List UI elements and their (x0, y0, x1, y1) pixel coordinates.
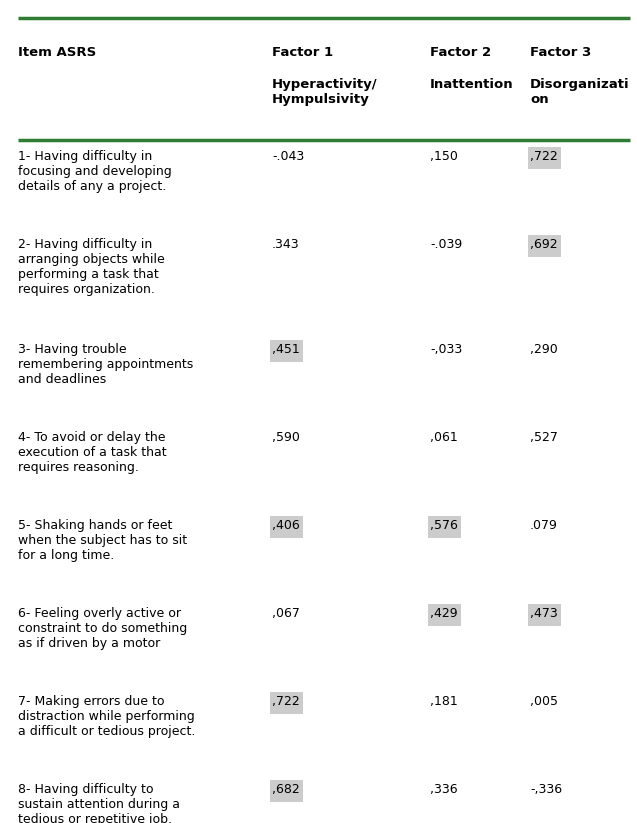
Text: ,682: ,682 (272, 783, 300, 796)
Text: .079: .079 (530, 519, 558, 532)
FancyBboxPatch shape (428, 516, 461, 538)
Text: 2- Having difficulty in
arranging objects while
performing a task that
requires : 2- Having difficulty in arranging object… (18, 238, 165, 296)
Text: ,473: ,473 (530, 607, 558, 620)
Text: ,150: ,150 (430, 150, 458, 163)
Text: ,067: ,067 (272, 607, 300, 620)
Text: .343: .343 (272, 238, 299, 251)
Text: Factor 1: Factor 1 (272, 46, 333, 59)
Text: 4- To avoid or delay the
execution of a task that
requires reasoning.: 4- To avoid or delay the execution of a … (18, 431, 167, 474)
Text: 7- Making errors due to
distraction while performing
a difficult or tedious proj: 7- Making errors due to distraction whil… (18, 695, 196, 738)
Text: ,590: ,590 (272, 431, 300, 444)
Text: ,290: ,290 (530, 343, 558, 356)
Text: ,005: ,005 (530, 695, 558, 708)
Text: Hyperactivity/
Hympulsivity: Hyperactivity/ Hympulsivity (272, 78, 378, 106)
Text: -.039: -.039 (430, 238, 462, 251)
Text: -,033: -,033 (430, 343, 462, 356)
Text: ,336: ,336 (430, 783, 457, 796)
Text: 5- Shaking hands or feet
when the subject has to sit
for a long time.: 5- Shaking hands or feet when the subjec… (18, 519, 187, 562)
FancyBboxPatch shape (428, 604, 461, 626)
Text: 1- Having difficulty in
focusing and developing
details of any a project.: 1- Having difficulty in focusing and dev… (18, 150, 172, 193)
FancyBboxPatch shape (270, 692, 303, 714)
Text: Item ASRS: Item ASRS (18, 46, 96, 59)
Text: ,722: ,722 (530, 150, 558, 163)
FancyBboxPatch shape (270, 516, 303, 538)
FancyBboxPatch shape (528, 604, 561, 626)
Text: ,406: ,406 (272, 519, 300, 532)
Text: -,336: -,336 (530, 783, 562, 796)
Text: 3- Having trouble
remembering appointments
and deadlines: 3- Having trouble remembering appointmen… (18, 343, 193, 386)
Text: Factor 2: Factor 2 (430, 46, 491, 59)
Text: Inattention: Inattention (430, 78, 513, 91)
Text: 6- Feeling overly active or
constraint to do something
as if driven by a motor: 6- Feeling overly active or constraint t… (18, 607, 187, 650)
Text: ,181: ,181 (430, 695, 458, 708)
Text: ,576: ,576 (430, 519, 458, 532)
Text: ,527: ,527 (530, 431, 558, 444)
Text: Disorganizati
on: Disorganizati on (530, 78, 629, 106)
Text: ,692: ,692 (530, 238, 557, 251)
Text: ,061: ,061 (430, 431, 458, 444)
FancyBboxPatch shape (270, 780, 303, 802)
Text: ,451: ,451 (272, 343, 300, 356)
Text: Factor 3: Factor 3 (530, 46, 591, 59)
Text: ,429: ,429 (430, 607, 457, 620)
Text: ,722: ,722 (272, 695, 300, 708)
FancyBboxPatch shape (270, 340, 303, 362)
Text: -.043: -.043 (272, 150, 304, 163)
FancyBboxPatch shape (528, 235, 561, 257)
FancyBboxPatch shape (528, 147, 561, 169)
Text: 8- Having difficulty to
sustain attention during a
tedious or repetitive job.: 8- Having difficulty to sustain attentio… (18, 783, 180, 823)
